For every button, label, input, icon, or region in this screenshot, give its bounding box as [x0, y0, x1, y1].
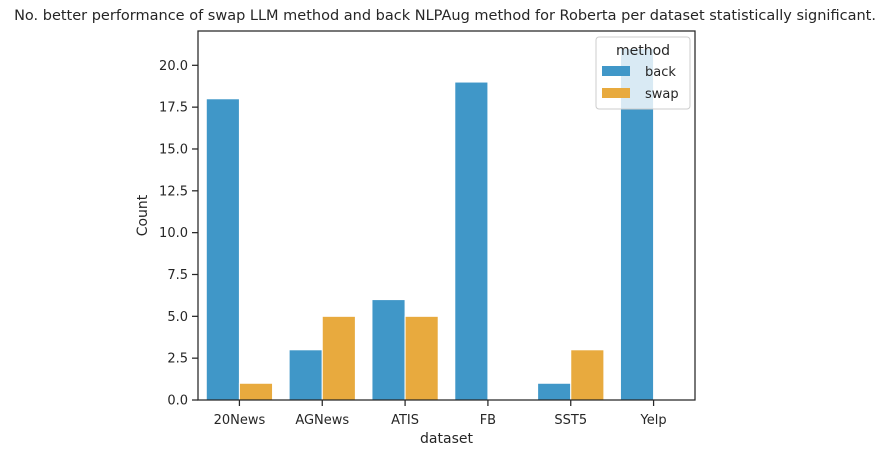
x-tick-label: 20News: [214, 413, 266, 428]
bar-swap-20news: [238, 382, 274, 401]
y-tick-label: 17.5: [159, 101, 188, 116]
y-tick-label: 0.0: [167, 394, 188, 409]
y-tick-label: 7.5: [167, 268, 188, 283]
y-tick-label: 2.5: [167, 352, 188, 367]
x-tick-label: SST5: [554, 413, 587, 428]
x-axis: 20News AGNews ATIS FB SST5 Yelp: [214, 400, 667, 428]
x-tick-label: FB: [480, 413, 496, 428]
y-axis-label: Count: [135, 194, 151, 236]
x-tick-label: Yelp: [640, 413, 667, 428]
bars: [205, 48, 655, 401]
plot-frame: [197, 30, 696, 401]
x-axis-label: dataset: [420, 431, 473, 447]
y-axis: 0.0 2.5 5.0 7.5 10.0 12.5 15.0 17.5 20.0: [159, 59, 198, 409]
legend-title: method: [616, 43, 670, 59]
y-tick-label: 20.0: [159, 59, 188, 74]
bar-back-fb: [454, 81, 489, 401]
bar-back-agnews: [288, 349, 323, 401]
bar-swap-agnews: [321, 315, 356, 401]
y-tick-label: 15.0: [159, 142, 188, 157]
bar-swap-sst5: [570, 349, 605, 401]
y-tick-label: 5.0: [167, 310, 188, 325]
legend-swatch-back: [602, 66, 630, 76]
bar-back-sst5: [537, 382, 572, 401]
legend: method back swap: [595, 36, 691, 110]
bar-back-atis: [371, 299, 406, 401]
x-tick-label: AGNews: [295, 413, 349, 428]
x-tick-label: ATIS: [391, 413, 419, 428]
bar-swap-atis: [404, 315, 439, 401]
y-tick-label: 10.0: [159, 226, 188, 241]
legend-label-swap: swap: [645, 87, 679, 102]
chart-title: No. better performance of swap LLM metho…: [14, 8, 876, 24]
bar-back-20news: [205, 98, 240, 401]
legend-swatch-swap: [602, 88, 630, 98]
legend-label-back: back: [645, 65, 676, 80]
y-tick-label: 12.5: [159, 184, 188, 199]
